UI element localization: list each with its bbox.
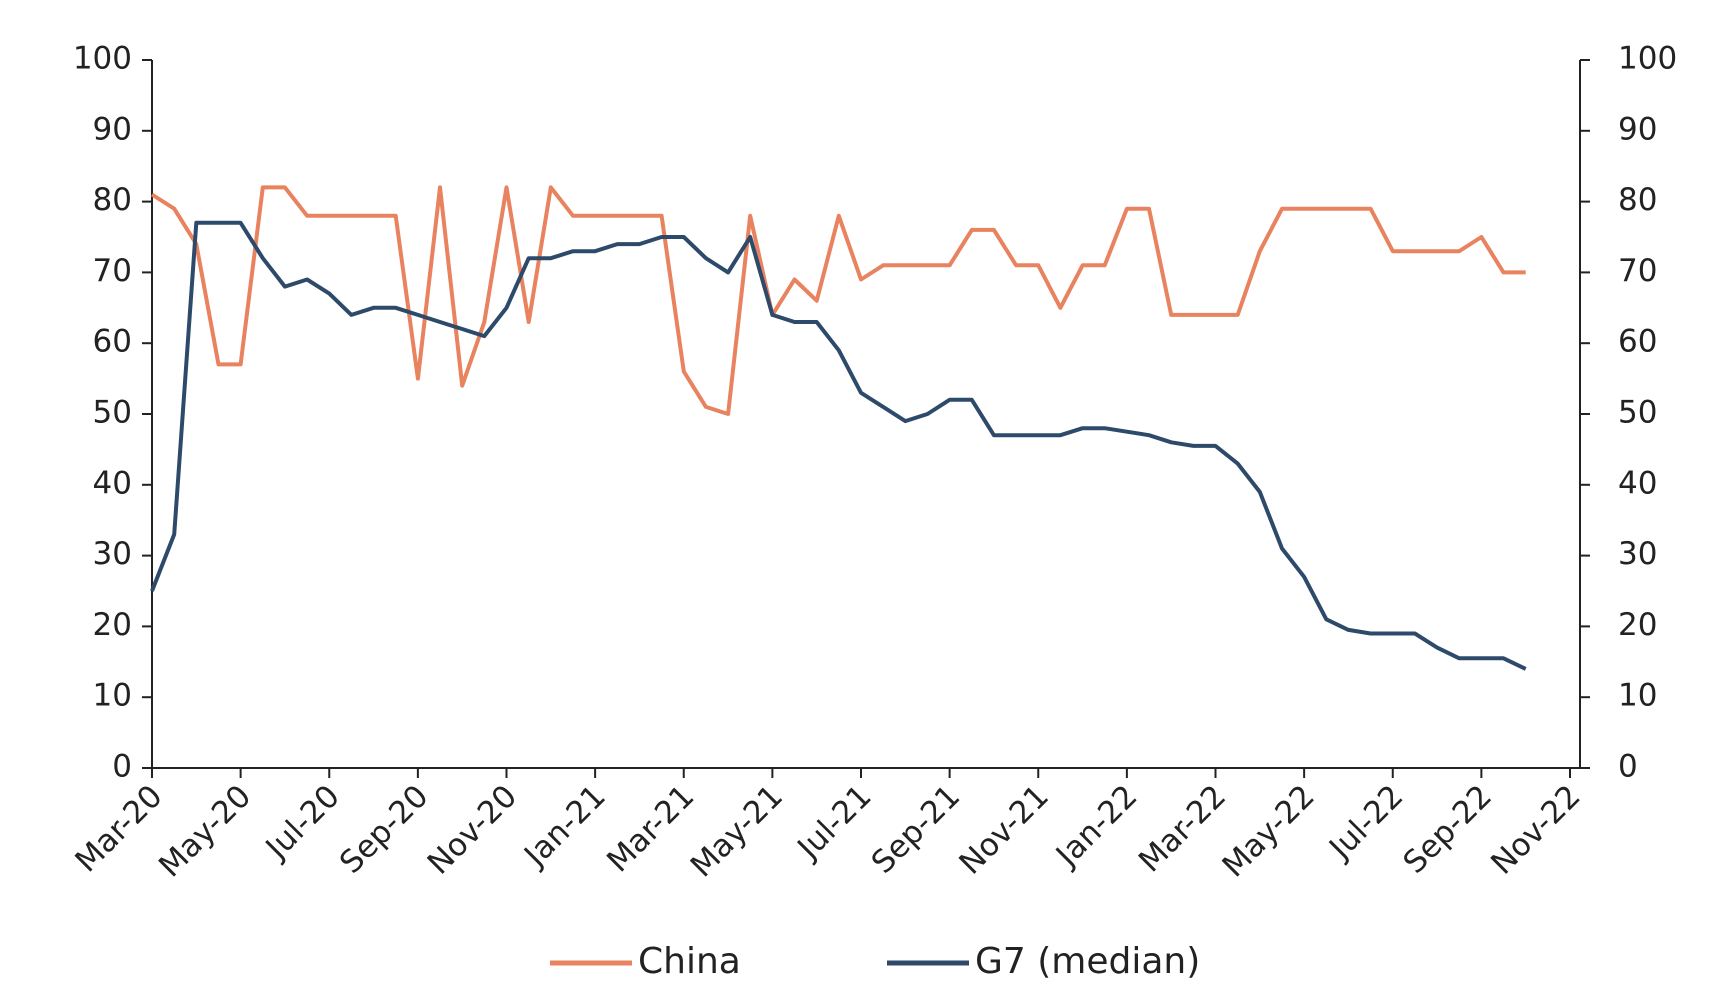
y2-tick-label: 20 — [1618, 607, 1657, 643]
x-tick-label: May-21 — [684, 778, 790, 884]
y2-tick-label: 30 — [1618, 536, 1657, 572]
legend-label: G7 (median) — [975, 941, 1200, 982]
y-tick-label: 50 — [93, 395, 132, 431]
y-tick-label: 80 — [93, 182, 132, 218]
y2-tick-label: 90 — [1618, 111, 1657, 147]
y2-tick-label: 100 — [1618, 41, 1677, 77]
x-tick-label: Sep-20 — [333, 778, 436, 881]
x-tick-label: Nov-22 — [1484, 778, 1587, 881]
x-tick-label: Mar-22 — [1132, 778, 1233, 879]
y2-tick-label: 0 — [1618, 749, 1638, 785]
series-line — [150, 185, 1526, 416]
y-tick-label: 20 — [93, 607, 132, 643]
x-tick-label: Nov-21 — [952, 778, 1055, 881]
y-tick-label: 10 — [93, 678, 132, 714]
y-tick-label: 0 — [112, 749, 132, 785]
y2-tick-label: 80 — [1618, 182, 1657, 218]
y-tick-label: 40 — [93, 465, 132, 501]
x-tick-label: Sep-21 — [865, 778, 968, 881]
y2-tick-label: 10 — [1618, 678, 1657, 714]
y2-tick-label: 40 — [1618, 465, 1657, 501]
y2-tick-label: 50 — [1618, 395, 1657, 431]
y-tick-label: 60 — [93, 324, 132, 360]
y2-tick-label: 70 — [1618, 253, 1657, 289]
x-tick-label: May-20 — [152, 778, 258, 884]
legend-label: China — [638, 941, 741, 982]
x-tick-label: Sep-22 — [1396, 778, 1499, 881]
y-tick-label: 100 — [73, 41, 132, 77]
x-tick-label: Mar-20 — [68, 778, 169, 879]
x-tick-label: May-22 — [1216, 778, 1322, 884]
y2-tick-label: 60 — [1618, 324, 1657, 360]
x-tick-label: Jan-22 — [1048, 778, 1144, 874]
y-tick-label: 70 — [93, 253, 132, 289]
x-tick-label: Nov-20 — [421, 778, 524, 881]
y-tick-label: 90 — [93, 111, 132, 147]
y-tick-label: 30 — [93, 536, 132, 572]
x-tick-label: Mar-21 — [600, 778, 701, 879]
x-tick-label: Jan-21 — [516, 778, 612, 874]
series-line — [150, 220, 1527, 671]
